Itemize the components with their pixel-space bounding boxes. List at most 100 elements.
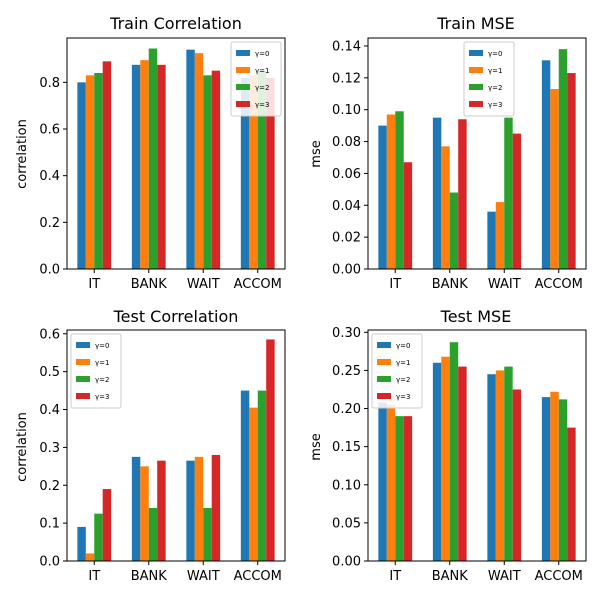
bar-1-it: [386, 114, 396, 269]
x-tick-label: WAIT: [488, 569, 521, 584]
bar-3-accom: [266, 77, 275, 269]
x-tick-label: ACCOM: [234, 277, 282, 292]
legend-entry-label: γ=2: [95, 376, 109, 384]
y-tick-label: 0.02: [332, 231, 361, 246]
bar-1-wait: [495, 370, 505, 561]
y-axis-label: mse: [309, 433, 324, 460]
legend-entry-label: γ=0: [488, 50, 502, 58]
legend-box: [371, 333, 423, 409]
bar-1-wait: [495, 202, 505, 269]
bar-0-accom: [541, 60, 551, 269]
legend-swatch: [469, 84, 483, 90]
bar-2-accom: [257, 390, 267, 561]
y-tick-label: 0.05: [332, 516, 361, 531]
bar-0-it: [77, 526, 86, 561]
bar-0-accom: [240, 77, 250, 269]
bar-0-wait: [487, 211, 496, 269]
legend-swatch: [469, 101, 483, 107]
bar-3-it: [403, 162, 413, 269]
y-axis-label: correlation: [15, 119, 30, 189]
bar-3-wait: [512, 133, 522, 269]
y-tick-label: 0.14: [332, 39, 361, 54]
y-tick-label: 0.6: [39, 123, 60, 138]
bar-3-it: [102, 61, 112, 269]
y-tick-label: 0.30: [332, 326, 361, 341]
legend-swatch: [377, 359, 391, 365]
legend-entry-label: γ=2: [488, 84, 502, 92]
bar-3-accom: [567, 427, 576, 561]
x-tick-label: IT: [389, 277, 401, 292]
bar-1-bank: [140, 60, 149, 269]
bar-1-bank: [140, 466, 149, 561]
y-tick-label: 0.25: [332, 364, 361, 379]
bar-0-wait: [186, 460, 195, 561]
bar-3-accom: [266, 339, 275, 561]
y-tick-label: 0.00: [332, 263, 361, 278]
legend-entry-label: γ=1: [488, 67, 502, 75]
bar-3-bank: [157, 64, 166, 269]
bar-1-wait: [194, 53, 204, 269]
plot-area: 0.00.10.20.30.40.50.6IT BANK WAIT ACCOMγ=0γ…: [39, 327, 286, 584]
y-tick-label: 0.4: [39, 169, 60, 184]
x-tick-label: BANK: [131, 569, 168, 584]
panel-train-mse: Train MSE mse 0.000.020.040.060.080.100.…: [309, 14, 587, 292]
x-tick-label: ACCOM: [535, 569, 583, 584]
legend-entry-label: γ=3: [488, 101, 502, 109]
y-tick-label: 0.2: [39, 479, 60, 494]
legend-swatch: [236, 84, 250, 90]
bar-2-bank: [148, 48, 158, 269]
legend-box: [230, 41, 282, 117]
bar-0-accom: [240, 390, 250, 561]
legend-entry-label: γ=3: [255, 101, 269, 109]
bar-2-wait: [203, 75, 212, 269]
x-tick-label: BANK: [131, 277, 168, 292]
y-tick-label: 0.2: [39, 216, 60, 231]
legend-swatch: [236, 67, 250, 73]
legend-entry-label: γ=3: [396, 393, 410, 401]
y-tick-label: 0.6: [39, 327, 60, 342]
bar-2-bank: [449, 342, 459, 561]
legend-swatch: [377, 393, 391, 399]
legend-entry-label: γ=3: [95, 393, 109, 401]
legend-swatch: [236, 101, 250, 107]
y-tick-label: 0.1: [39, 517, 60, 532]
bar-2-bank: [449, 192, 459, 269]
x-tick-label: BANK: [432, 277, 469, 292]
bar-2-accom: [558, 399, 568, 561]
bar-1-it: [85, 553, 95, 561]
legend-swatch: [76, 342, 90, 348]
chart-title: Test Correlation: [113, 307, 239, 326]
bar-0-bank: [131, 456, 141, 561]
bar-3-wait: [211, 70, 221, 269]
x-tick-label: WAIT: [187, 569, 220, 584]
y-tick-label: 0.3: [39, 441, 60, 456]
bar-0-it: [378, 402, 387, 561]
bar-2-it: [94, 73, 103, 269]
bar-0-it: [378, 125, 387, 270]
x-tick-label: BANK: [432, 569, 469, 584]
bar-1-it: [85, 75, 95, 269]
y-axis-label: mse: [309, 140, 324, 167]
x-tick-label: ACCOM: [535, 277, 583, 292]
bar-1-wait: [194, 456, 204, 561]
bar-2-wait: [504, 117, 513, 269]
y-tick-label: 0.4: [39, 403, 60, 418]
chart-title: Train MSE: [436, 14, 515, 33]
axes-frame: [367, 329, 587, 562]
y-tick-label: 0.8: [39, 76, 60, 91]
legend-entry-label: γ=1: [95, 359, 109, 367]
bar-3-accom: [567, 73, 576, 269]
plot-area: 0.00 0.02 0.04 0.06 0.08 0.10 0.12 0.14 IT BANK WA…: [332, 37, 587, 292]
bar-0-bank: [432, 117, 442, 269]
bar-2-bank: [148, 507, 158, 561]
legend: γ=0 γ=1 γ=2 γ=3: [70, 333, 122, 409]
bar-0-bank: [432, 362, 442, 561]
bar-3-it: [403, 416, 413, 561]
bar-1-accom: [550, 391, 559, 561]
y-axis-label: correlation: [15, 412, 30, 482]
legend-swatch: [76, 376, 90, 382]
bar-1-accom: [249, 75, 258, 269]
y-tick-label: 0.04: [332, 199, 361, 214]
legend-entry-label: γ=2: [255, 84, 269, 92]
x-tick-label: WAIT: [187, 277, 220, 292]
